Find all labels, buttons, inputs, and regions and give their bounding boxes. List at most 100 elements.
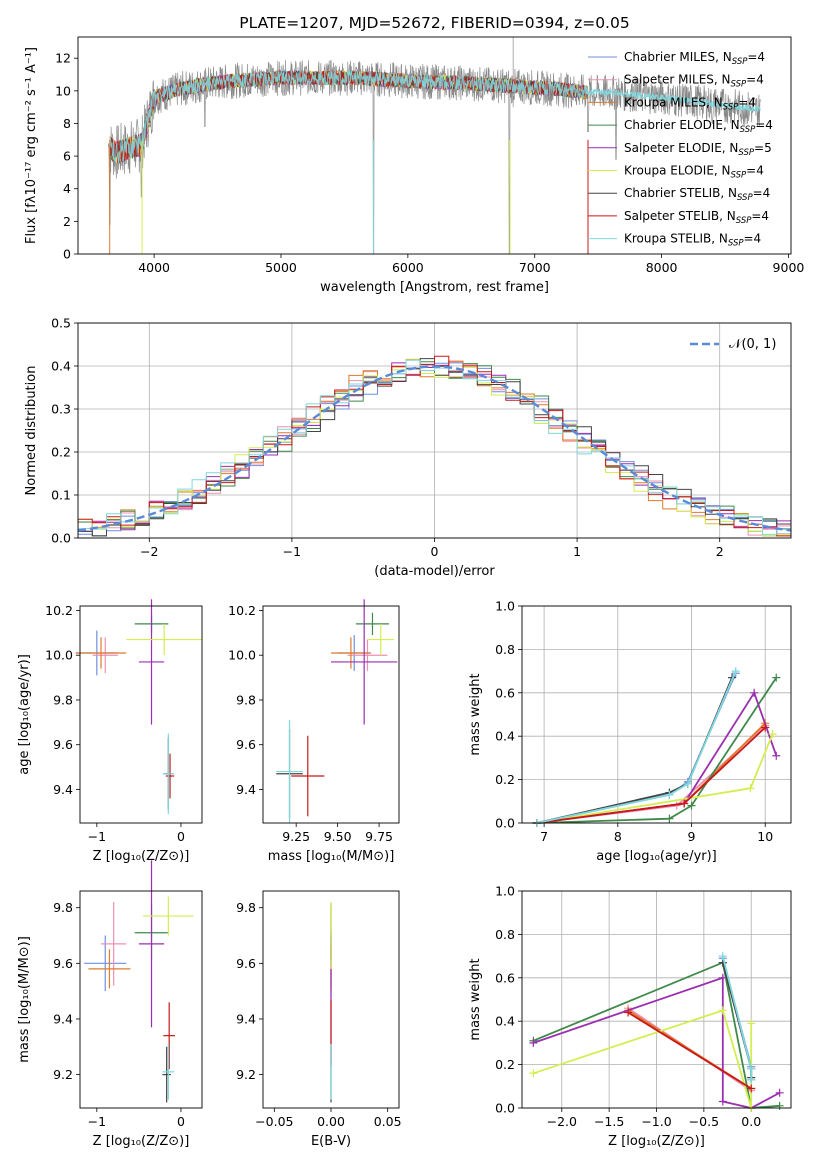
x-tick-label: 0	[177, 829, 185, 844]
series-marker	[747, 1084, 756, 1093]
axes-frame	[262, 605, 400, 824]
series-kroupa-elodie	[533, 1009, 753, 1109]
y-tick-label: 9.6	[236, 956, 256, 971]
y-tick-label: 9.6	[53, 956, 73, 971]
y-tick-label: 9.2	[236, 1067, 256, 1082]
axes-frame	[79, 890, 203, 1109]
y-tick-label: 0.6	[495, 970, 515, 985]
y-tick-label: 0.6	[495, 685, 515, 700]
y-tick-label: 10	[55, 83, 71, 98]
axes-frame	[77, 36, 792, 255]
y-tick-label: 9.4	[53, 782, 73, 797]
errorbar-point	[331, 599, 398, 725]
x-tick-label: 9000	[773, 260, 805, 275]
errorbar-point	[347, 639, 388, 671]
x-tick-label: −0.5	[689, 1114, 719, 1129]
plot-spectrum: 4000 5000 6000 7000 8000 9000 0 2 4 6 8 10 12 PLATE=1…	[24, 14, 804, 295]
series-marker	[687, 801, 696, 810]
errorbar-point	[355, 612, 390, 636]
errorbar-point	[162, 733, 175, 815]
y-tick-label: 10.0	[45, 648, 73, 663]
legend-entry: Chabrier MILES, NSSP=4	[624, 50, 765, 67]
x-tick-label: −1.5	[594, 1114, 624, 1129]
plot-mass_vs_ebv: −0.05 0.00 0.05 9.2 9.4 9.6 9.8 E(B-V)	[236, 890, 402, 1149]
y-tick-label: 10.0	[228, 648, 256, 663]
plot-residuals: −2 −1 0 1 2 0.0 0.1 0.2 0.3 0.4 0.5 (data-model)/er…	[24, 316, 792, 579]
series-salpeter-stelib	[627, 1011, 752, 1090]
plot-age_vs_mass: 9.25 9.50 9.75 9.4 9.6 9.8 10.0 10.2 mass [log₁₀…	[228, 599, 400, 864]
errorbar-point	[367, 623, 395, 656]
legend-entry: Kroupa ELODIE, NSSP=4	[624, 164, 764, 181]
x-tick-label: 0.0	[741, 1114, 761, 1129]
series-marker	[750, 688, 759, 697]
y-tick-label: 9.8	[236, 900, 256, 915]
series-marker	[747, 1019, 756, 1028]
series-chabrier-elodie	[536, 677, 778, 824]
mass-weight-lines	[532, 667, 781, 827]
y-tick-label: 8	[63, 116, 71, 131]
series-marker	[665, 790, 674, 799]
y-axis-label: age [log₁₀(age/yr)]	[17, 654, 32, 775]
y-tick-label: 0.5	[51, 316, 71, 331]
y-tick-label: 9.4	[53, 1011, 73, 1026]
histograms	[78, 355, 791, 537]
errorbar-point	[75, 637, 127, 669]
y-tick-label: 12	[55, 51, 71, 66]
series-marker	[775, 1088, 784, 1097]
y-tick-label: 9.8	[53, 900, 73, 915]
legend-entry: Kroupa MILES, NSSP=4	[624, 95, 756, 112]
y-tick-label: 0	[63, 247, 71, 262]
x-tick-label: 0.00	[317, 1114, 345, 1129]
legend-entry: Chabrier STELIB, NSSP=4	[624, 186, 770, 203]
errorbar-point	[165, 753, 175, 799]
errorbar-point	[138, 860, 165, 1028]
x-tick-label: −1	[88, 1114, 106, 1129]
errorbar-point	[143, 896, 194, 936]
series-marker	[775, 1101, 784, 1110]
x-tick-label: 1	[573, 544, 581, 559]
y-tick-label: 9.8	[236, 692, 256, 707]
histogram-kroupa-miles	[78, 358, 791, 537]
x-tick-label: 9.50	[324, 829, 352, 844]
x-tick-label: 4000	[138, 260, 170, 275]
x-axis-label: wavelength [Angstrom, rest frame]	[320, 280, 549, 295]
axes-frame	[262, 890, 400, 1109]
errorbar-point	[162, 1044, 175, 1100]
x-axis-label: (data-model)/error	[374, 564, 495, 579]
series-marker	[665, 814, 674, 823]
x-tick-label: 8	[614, 829, 622, 844]
legend-entry: Salpeter MILES, NSSP=4	[624, 73, 764, 90]
legend-entry: Salpeter ELODIE, NSSP=5	[624, 141, 772, 158]
series-marker	[718, 952, 727, 961]
series-kroupa-stelib	[536, 670, 737, 824]
errorbar-point	[84, 935, 127, 992]
y-tick-label: 0.0	[495, 1101, 515, 1116]
x-tick-label: −0.05	[255, 1114, 293, 1129]
series-chabrier-elodie	[533, 961, 780, 1109]
y-tick-label: 9.4	[236, 1011, 256, 1026]
series-marker	[624, 1008, 633, 1017]
mass-weight-lines	[529, 952, 784, 1112]
y-tick-label: 9.6	[53, 737, 73, 752]
errorbar-point	[92, 637, 118, 674]
legend-entry: Kroupa STELIB, NSSP=4	[624, 232, 761, 249]
x-tick-label: −1.0	[641, 1114, 671, 1129]
y-tick-label: 4	[63, 181, 71, 196]
spectrum-lines	[108, 37, 761, 254]
x-tick-label: 6000	[392, 260, 424, 275]
errorbar-point	[126, 623, 202, 656]
x-tick-label: 2	[716, 544, 724, 559]
y-tick-label: 10.2	[45, 603, 73, 618]
y-tick-label: 10.2	[228, 603, 256, 618]
series-marker	[746, 784, 755, 793]
x-tick-label: 5000	[265, 260, 297, 275]
y-tick-label: 0.0	[495, 816, 515, 831]
histogram-kroupa-elodie	[78, 359, 791, 537]
x-tick-label: 7	[540, 829, 548, 844]
x-axis-label: E(B-V)	[311, 1134, 351, 1149]
x-tick-label: 7000	[519, 260, 551, 275]
x-tick-label: 0	[177, 1114, 185, 1129]
y-tick-label: 0.3	[51, 402, 71, 417]
series-salpeter-stelib	[536, 726, 766, 824]
